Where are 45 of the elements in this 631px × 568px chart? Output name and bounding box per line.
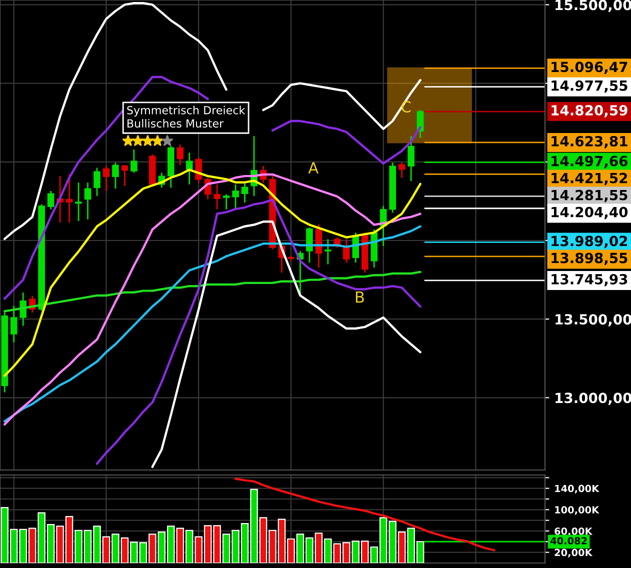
candlestick: [94, 167, 100, 197]
annotation: Symmetrisch Dreieck Bullisches Muster: [127, 106, 246, 128]
candlestick: [232, 184, 239, 210]
annotation: B: [356, 292, 364, 303]
candlestick: [176, 144, 184, 166]
ref-line-label: 13.989,02: [552, 236, 628, 248]
line-series: [4, 225, 422, 422]
candlestick: [75, 182, 82, 222]
candlestick: [66, 174, 73, 224]
candlestick: [306, 226, 313, 264]
ref-line-label: 14.977,55: [552, 80, 628, 93]
ref-line-label: 14.421,52: [552, 172, 628, 186]
ref-line-label: 15.096,47: [552, 62, 628, 74]
line-series: [151, 220, 422, 468]
candlestick: [241, 182, 248, 204]
annotation: C: [402, 100, 411, 113]
line-series: [234, 478, 496, 552]
candlestick: [10, 305, 18, 344]
ref-line-label: 40.082: [550, 537, 587, 544]
ref-line-label: 14.204,40: [552, 206, 628, 220]
ref-line-label: 14.497,66: [552, 156, 628, 168]
candlestick: [130, 148, 138, 174]
candlestick: [20, 292, 26, 327]
candlestick: [47, 190, 54, 210]
candlestick: [222, 194, 230, 210]
ref-line-label: 14.623,81: [552, 136, 628, 148]
candlestick: [102, 165, 110, 192]
candlestick: [121, 164, 128, 187]
ref-line-label: 13.745,93: [552, 274, 628, 286]
candlestick: [84, 182, 92, 220]
candlestick: [398, 162, 406, 178]
y-tick-label: 140,00K: [555, 484, 600, 494]
ref-line-label: 14.281,55: [552, 190, 628, 202]
y-tick-label: 100,00K: [555, 506, 600, 515]
y-tick-label: 60,00K: [554, 527, 593, 536]
annotation: A: [308, 162, 318, 174]
candlestick: [214, 184, 220, 210]
candlestick: [112, 162, 119, 190]
candlestick: [186, 152, 193, 186]
ref-line-label: 14.820,59: [552, 105, 628, 118]
y-tick-label: 20,00K: [554, 548, 593, 558]
line-series: [96, 198, 422, 465]
candlestick: [324, 238, 332, 265]
ref-line-label: 13.898,55: [552, 252, 628, 266]
candlestick: [408, 135, 414, 182]
